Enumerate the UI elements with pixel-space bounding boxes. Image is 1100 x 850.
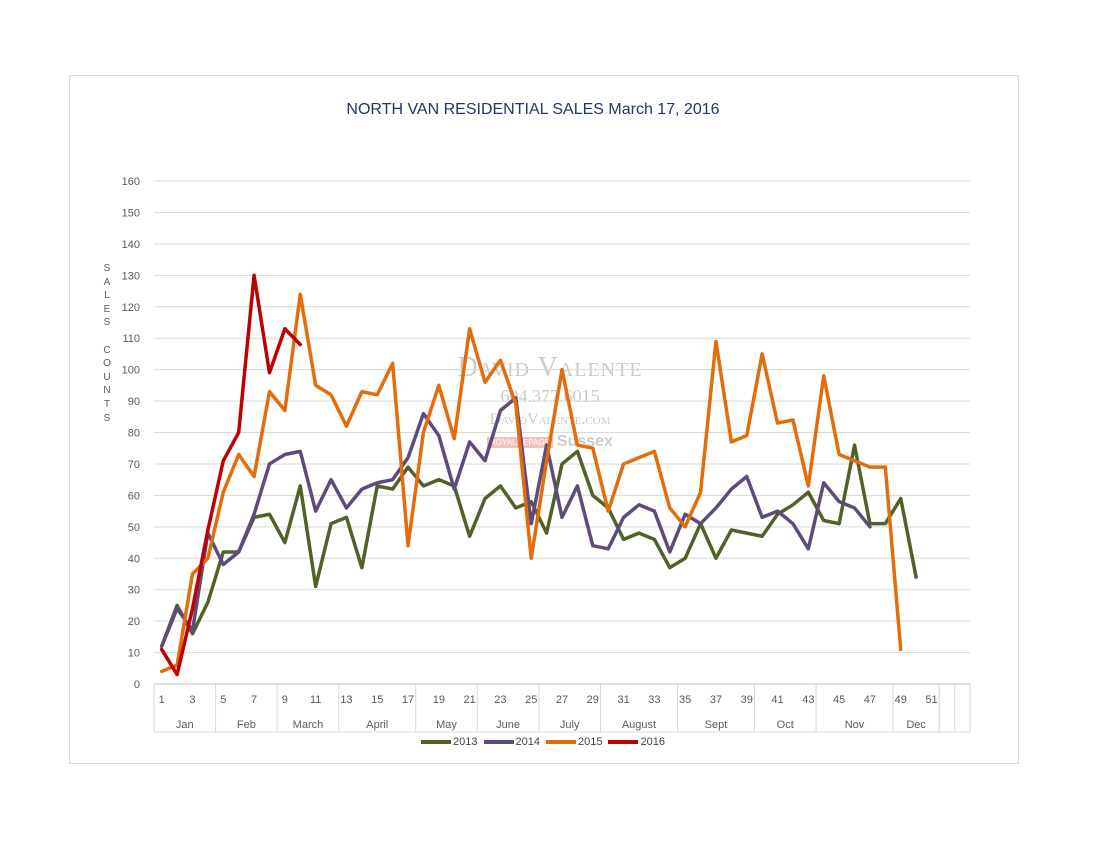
x-tick-label: 47 (864, 694, 876, 706)
y-tick-label: 50 (128, 522, 140, 534)
x-tick-label: 27 (556, 694, 568, 706)
series-line-2013 (159, 443, 918, 649)
month-label: Jan (176, 719, 194, 731)
month-label: June (496, 719, 520, 731)
y-tick-label: 10 (128, 648, 140, 660)
x-tick-label: 23 (494, 694, 506, 706)
x-tick-label: 49 (895, 694, 907, 706)
y-tick-label: 120 (122, 302, 140, 314)
chart-frame (69, 75, 1019, 764)
legend-label: 2014 (515, 736, 540, 748)
y-tick-label: 110 (122, 333, 140, 345)
legend-swatch (546, 740, 576, 745)
x-tick-label: 39 (741, 694, 753, 706)
month-label: July (560, 719, 580, 731)
x-tick-label: 17 (402, 694, 414, 706)
x-tick-label: 29 (587, 694, 599, 706)
month-label: May (436, 719, 457, 731)
x-tick-label: 19 (433, 694, 445, 706)
y-tick-label: 40 (128, 553, 140, 565)
legend-swatch (608, 740, 639, 745)
legend-label: 2015 (578, 736, 603, 748)
x-tick-label: 37 (710, 694, 722, 706)
month-label: Dec (906, 719, 926, 731)
x-tick-label: 41 (771, 694, 783, 706)
legend-swatch (483, 740, 514, 745)
y-tick-label: 30 (128, 585, 140, 597)
month-label: April (366, 719, 388, 731)
y-tick-label: 130 (122, 270, 140, 282)
x-tick-label: 13 (340, 694, 352, 706)
series-line-2015 (159, 292, 903, 674)
chart-legend: 2013 2014 2015 2016 (0, 736, 1086, 748)
month-label: Sept (705, 719, 728, 731)
y-tick-label: 160 (122, 176, 140, 188)
legend-label: 2016 (640, 736, 665, 748)
x-tick-label: 15 (371, 694, 383, 706)
legend-swatch (421, 740, 452, 745)
y-tick-label: 90 (128, 396, 140, 408)
month-label: Feb (237, 719, 256, 731)
legend-label: 2013 (453, 736, 478, 748)
chart-title: NORTH VAN RESIDENTIAL SALES March 17, 20… (346, 101, 720, 118)
x-tick-label: 11 (310, 694, 321, 706)
y-tick-label: 100 (122, 365, 140, 377)
x-tick-label: 3 (189, 694, 195, 706)
series-line-2014 (159, 396, 872, 649)
y-tick-label: 70 (128, 459, 140, 471)
series-line-2016 (159, 273, 303, 677)
y-tick-label: 0 (134, 679, 140, 691)
y-tick-label: 20 (128, 616, 140, 628)
legend-item-2013: 2013 (421, 736, 478, 748)
x-tick-label: 43 (802, 694, 814, 706)
month-label: Nov (845, 719, 865, 731)
x-tick-label: 9 (282, 694, 288, 706)
month-label: August (622, 719, 656, 731)
x-tick-label: 33 (648, 694, 660, 706)
x-tick-label: 31 (617, 694, 629, 706)
legend-item-2014: 2014 (483, 736, 540, 748)
x-tick-label: 25 (525, 694, 537, 706)
month-label: Oct (777, 719, 794, 731)
x-tick-label: 51 (925, 694, 937, 706)
legend-item-2016: 2016 (608, 736, 665, 748)
y-tick-label: 140 (122, 239, 140, 251)
legend-item-2015: 2015 (546, 736, 602, 748)
x-tick-label: 35 (679, 694, 691, 706)
x-tick-label: 45 (833, 694, 845, 706)
y-tick-label: 60 (128, 490, 140, 502)
month-label: March (293, 719, 324, 731)
x-tick-label: 21 (463, 694, 475, 706)
y-tick-label: 80 (128, 428, 140, 440)
x-tick-label: 1 (159, 694, 165, 706)
y-tick-label: 150 (122, 207, 140, 219)
y-axis-label: S A L E S C O U N T S (103, 263, 111, 424)
x-tick-label: 5 (220, 694, 226, 706)
x-tick-label: 7 (251, 694, 257, 706)
